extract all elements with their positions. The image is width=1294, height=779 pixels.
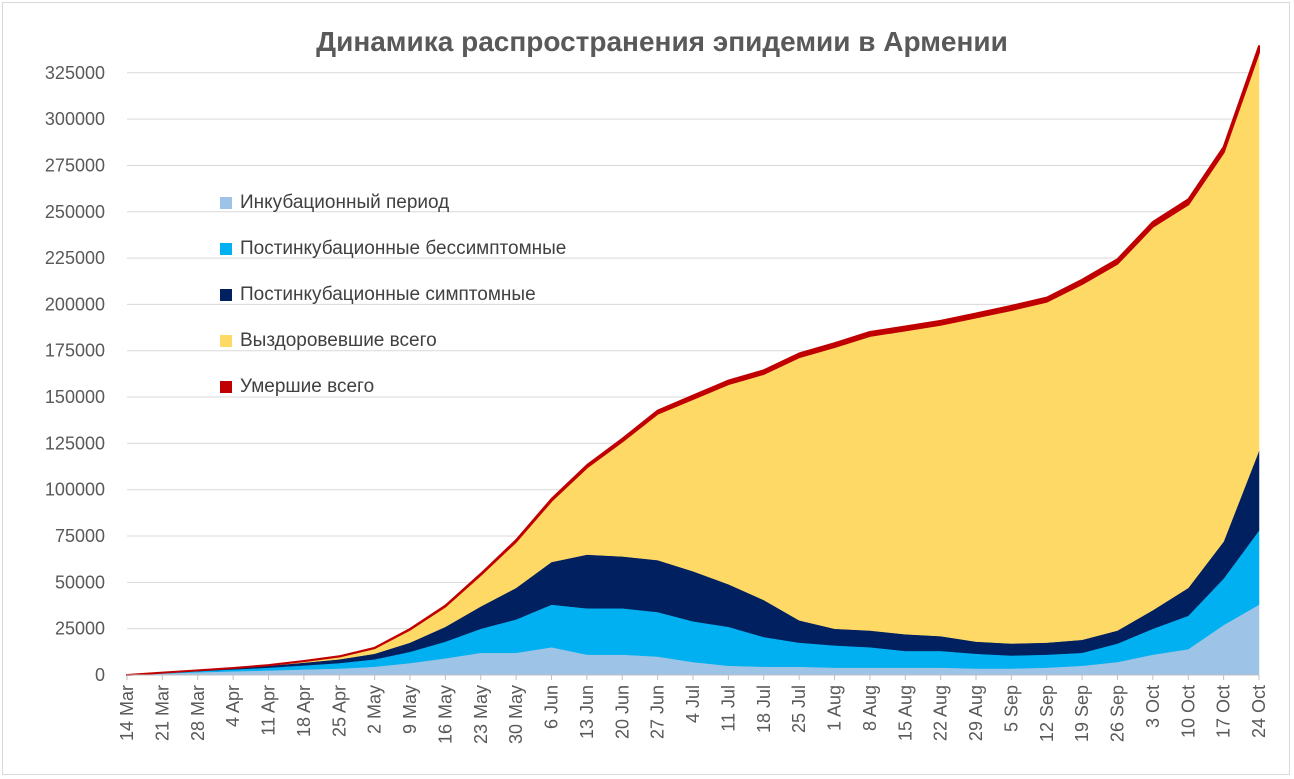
x-tick-label: 11 Apr — [259, 685, 279, 736]
legend-item: Постинкубационные симптомные — [220, 272, 566, 318]
x-tick-label: 14 Mar — [117, 685, 137, 741]
legend-swatch-incubation — [220, 197, 232, 209]
x-tick-label: 25 Jul — [789, 685, 809, 733]
legend-label: Инкубационный период — [240, 192, 450, 213]
legend-label: Выздоровевшие всего — [240, 330, 437, 351]
x-tick-label: 1 Aug — [825, 685, 845, 731]
y-tick-label: 75000 — [55, 526, 105, 546]
x-tick-label: 9 May — [400, 685, 420, 734]
x-tick-label: 29 Aug — [966, 685, 986, 741]
x-tick-label: 12 Sep — [1037, 685, 1057, 742]
legend-swatch-recovered — [220, 335, 232, 347]
y-tick-label: 25000 — [55, 619, 105, 639]
y-tick-label: 275000 — [45, 155, 105, 175]
x-tick-label: 4 Jul — [683, 685, 703, 723]
y-tick-label: 250000 — [45, 202, 105, 222]
legend-label: Постинкубационные бессимптомные — [240, 238, 567, 259]
y-tick-label: 100000 — [45, 480, 105, 500]
legend-item: Выздоровевшие всего — [220, 318, 566, 364]
x-tick-label: 18 Apr — [294, 685, 314, 737]
x-tick-label: 27 Jun — [648, 685, 668, 739]
x-tick-label: 10 Oct — [1178, 685, 1198, 738]
x-tick-label: 18 Jul — [754, 685, 774, 733]
legend-label: Постинкубационные симптомные — [240, 284, 536, 305]
x-tick-label: 21 Mar — [152, 685, 172, 741]
y-tick-label: 150000 — [45, 387, 105, 407]
area-series-4 — [126, 45, 1260, 676]
x-tick-label: 15 Aug — [895, 685, 915, 741]
x-tick-label: 6 Jun — [542, 685, 562, 729]
y-tick-label: 0 — [95, 665, 105, 685]
legend-label: Умершие всего — [240, 376, 375, 397]
x-tick-label: 22 Aug — [931, 685, 951, 741]
x-tick-label: 24 Oct — [1249, 685, 1269, 738]
x-tick-label: 3 Oct — [1143, 685, 1163, 728]
x-tick-label: 23 May — [471, 685, 491, 744]
x-tick-label: 19 Sep — [1072, 685, 1092, 742]
legend-swatch-deaths — [220, 381, 232, 393]
x-tick-label: 17 Oct — [1214, 685, 1234, 738]
x-tick-label: 13 Jun — [577, 685, 597, 739]
x-tick-label: 11 Jul — [718, 685, 738, 732]
legend: Инкубационный период Постинкубационные б… — [220, 180, 566, 410]
x-tick-label: 16 May — [435, 685, 455, 744]
y-tick-label: 175000 — [45, 341, 105, 361]
x-tick-label: 5 Sep — [1001, 685, 1021, 732]
x-tick-label: 8 Aug — [860, 685, 880, 731]
y-tick-label: 200000 — [45, 294, 105, 314]
y-tick-label: 300000 — [45, 109, 105, 129]
x-tick-label: 2 May — [365, 685, 385, 734]
x-tick-label: 25 Apr — [329, 685, 349, 737]
chart-title: Динамика распространения эпидемии в Арме… — [316, 26, 1008, 57]
legend-item: Инкубационный период — [220, 180, 566, 226]
x-tick-label: 30 May — [506, 685, 526, 744]
y-tick-label: 50000 — [55, 572, 105, 592]
legend-swatch-asymptomatic — [220, 243, 232, 255]
y-tick-label: 225000 — [45, 248, 105, 268]
legend-item: Постинкубационные бессимптомные — [220, 226, 566, 272]
legend-item: Умершие всего — [220, 364, 566, 410]
x-tick-label: 28 Mar — [188, 685, 208, 741]
y-tick-label: 125000 — [45, 433, 105, 453]
legend-swatch-symptomatic — [220, 289, 232, 301]
x-tick-label: 4 Apr — [223, 685, 243, 727]
x-tick-label: 26 Sep — [1108, 685, 1128, 742]
y-tick-label: 325000 — [45, 63, 105, 83]
x-tick-label: 20 Jun — [612, 685, 632, 739]
